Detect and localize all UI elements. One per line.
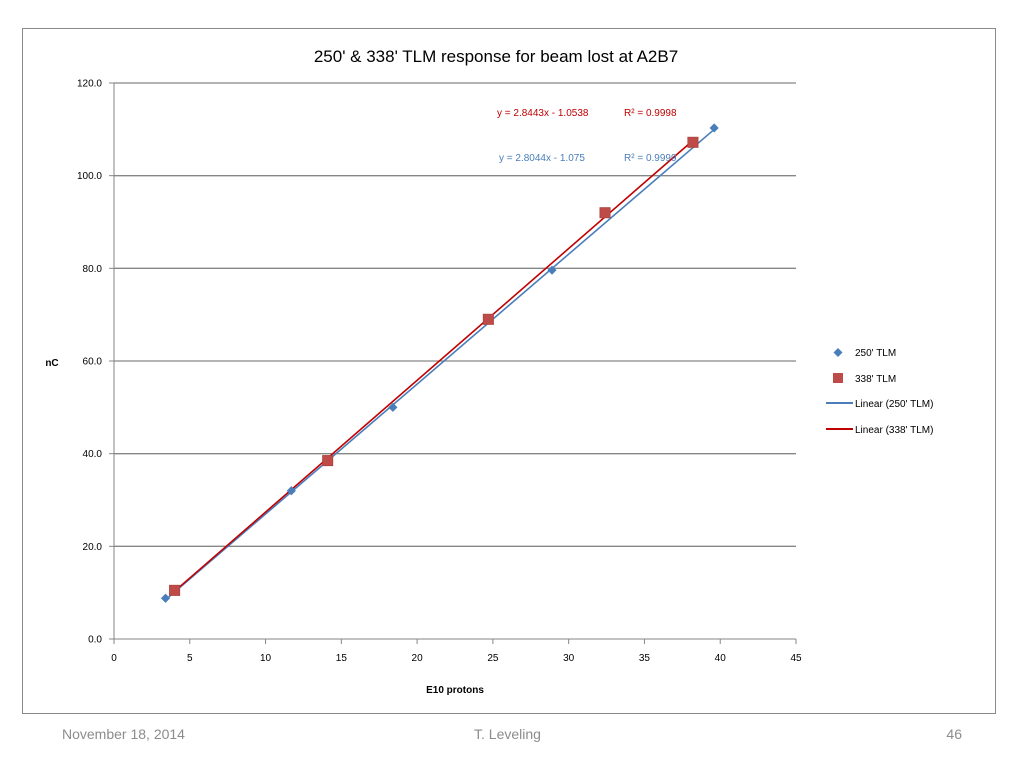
data-point-338-tlm	[599, 207, 611, 219]
x-tick-label: 40	[715, 653, 727, 664]
trendline-1	[174, 139, 694, 592]
legend-item-338: 338' TLM	[833, 373, 896, 385]
y-tick-label: 80.0	[83, 264, 103, 275]
chart-title: 250' & 338' TLM response for beam lost a…	[314, 47, 678, 66]
trendline-0	[165, 128, 715, 601]
data-point-250-tlm	[547, 265, 557, 275]
legend-label-338: 338' TLM	[855, 374, 896, 385]
y-axis-label: nC	[45, 358, 58, 369]
legend-item-linear-250: Linear (250' TLM)	[826, 399, 933, 410]
data-point-250-tlm	[160, 593, 171, 603]
y-tick-label: 0.0	[88, 635, 102, 646]
data-point-250-tlm	[388, 402, 398, 412]
x-tick-label: 15	[336, 653, 348, 664]
legend-square-marker	[833, 373, 843, 383]
y-tick-label: 120.0	[77, 79, 102, 90]
y-tick-label: 100.0	[77, 171, 102, 182]
data-point-250-tlm	[709, 123, 719, 133]
x-tick-label: 30	[563, 653, 575, 664]
legend-diamond-marker	[833, 348, 843, 357]
data-point-250-tlm	[286, 486, 296, 496]
y-tick-label: 60.0	[83, 357, 103, 368]
x-tick-label: 25	[487, 653, 499, 664]
x-tick-label: 35	[639, 653, 651, 664]
y-tick-label: 40.0	[83, 449, 103, 460]
footer-date: November 18, 2014	[62, 726, 185, 742]
legend-label-linear-250: Linear (250' TLM)	[855, 399, 933, 410]
trendline-338-r2: R² = 0.9998	[624, 108, 677, 119]
legend: 250' TLM 338' TLM Linear (250' TLM) Line…	[826, 348, 933, 436]
trendline-338-equation: y = 2.8443x - 1.0538	[497, 108, 589, 119]
legend-label-linear-338: Linear (338' TLM)	[855, 425, 933, 436]
footer-page-number: 46	[946, 726, 962, 742]
trendline-250-r2: R² = 0.9999	[624, 153, 677, 164]
footer-author: T. Leveling	[474, 726, 541, 742]
x-axis-label: E10 protons	[426, 685, 484, 696]
legend-label-250: 250' TLM	[855, 348, 896, 359]
data-point-338-tlm	[482, 313, 494, 325]
data-point-338-tlm	[169, 584, 181, 596]
legend-item-linear-338: Linear (338' TLM)	[826, 425, 933, 436]
legend-item-250: 250' TLM	[833, 348, 896, 359]
data-point-338-tlm	[687, 136, 699, 148]
x-tick-label: 5	[187, 653, 193, 664]
data-point-338-tlm	[322, 455, 334, 467]
x-tick-label: 10	[260, 653, 272, 664]
trendline-250-equation: y = 2.8044x - 1.075	[499, 153, 585, 164]
x-tick-label: 45	[790, 653, 802, 664]
chart-area	[22, 28, 996, 714]
x-tick-label: 20	[412, 653, 424, 664]
y-tick-label: 20.0	[83, 542, 103, 553]
x-tick-label: 0	[111, 653, 117, 664]
